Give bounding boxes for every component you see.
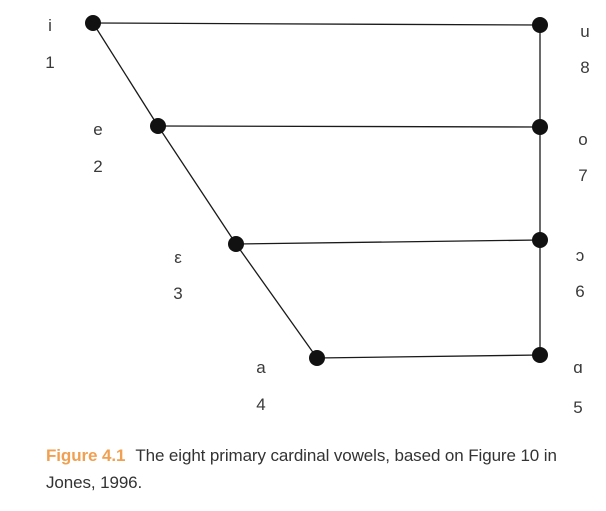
vowel-dot-6 (532, 232, 548, 248)
vowel-number-7: 7 (578, 166, 588, 185)
figure-caption: Figure 4.1 The eight primary cardinal vow… (46, 442, 598, 496)
line-v2-v3 (157, 125, 237, 245)
vowel-dot-4 (309, 350, 325, 366)
vowel-dot-2 (150, 118, 166, 134)
vowel-number-6: 6 (575, 282, 585, 301)
vowel-symbol-3: ε (174, 248, 182, 267)
line-v4-v5 (316, 354, 541, 359)
vowel-number-8: 8 (580, 58, 590, 77)
cardinal-vowel-diagram (85, 15, 548, 366)
vowel-dot-8 (532, 17, 548, 33)
vowel-dot-3 (228, 236, 244, 252)
vowel-symbol-5: ɑ (573, 358, 583, 377)
figure-label: Figure 4.1 (46, 446, 126, 465)
vowel-dot-5 (532, 347, 548, 363)
vowel-symbol-1: i (48, 16, 52, 35)
vowel-dot-1 (85, 15, 101, 31)
vowel-dot-7 (532, 119, 548, 135)
vowel-symbol-4: a (256, 358, 266, 377)
vowel-symbol-2: e (93, 120, 103, 139)
diagram-lines (92, 22, 541, 359)
vowel-number-1: 1 (45, 53, 55, 72)
line-v1-v8 (92, 22, 541, 26)
line-v3-v4 (235, 243, 318, 359)
vowel-symbol-6: ɔ (575, 246, 585, 265)
vowel-number-5: 5 (573, 398, 583, 417)
figure-caption-text: The eight primary cardinal vowels, based… (46, 446, 557, 492)
vowel-symbol-8: u (580, 22, 590, 41)
diagram-dots (85, 15, 548, 366)
line-v1-v2 (92, 22, 159, 127)
vowel-number-2: 2 (93, 157, 103, 176)
vowel-number-4: 4 (256, 395, 266, 414)
vowel-symbol-7: o (578, 130, 588, 149)
vowel-number-3: 3 (173, 284, 183, 303)
line-v2-v7 (157, 125, 541, 128)
line-v3-v6 (235, 239, 541, 245)
